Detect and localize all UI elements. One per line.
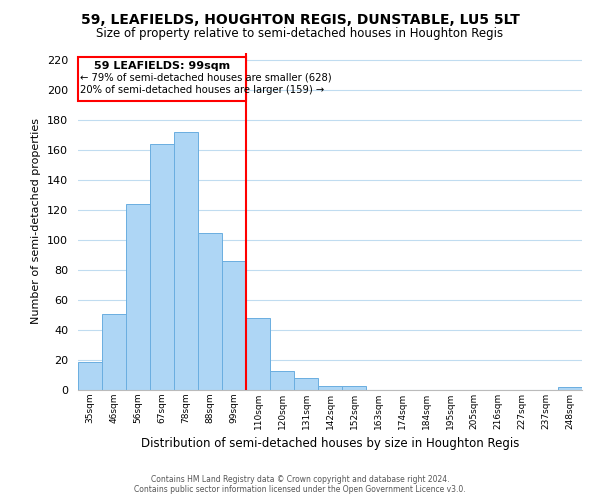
Bar: [150, 144, 174, 390]
Bar: [78, 362, 102, 390]
Bar: [126, 204, 150, 390]
Text: Contains HM Land Registry data © Crown copyright and database right 2024.
Contai: Contains HM Land Registry data © Crown c…: [134, 474, 466, 494]
Bar: [342, 386, 366, 390]
Bar: [246, 318, 270, 390]
Bar: [198, 232, 222, 390]
Bar: [174, 132, 198, 390]
X-axis label: Distribution of semi-detached houses by size in Houghton Regis: Distribution of semi-detached houses by …: [141, 438, 519, 450]
Bar: [270, 370, 294, 390]
Text: Size of property relative to semi-detached houses in Houghton Regis: Size of property relative to semi-detach…: [97, 28, 503, 40]
Bar: [318, 386, 342, 390]
Text: 59, LEAFIELDS, HOUGHTON REGIS, DUNSTABLE, LU5 5LT: 59, LEAFIELDS, HOUGHTON REGIS, DUNSTABLE…: [80, 12, 520, 26]
Text: 59 LEAFIELDS: 99sqm: 59 LEAFIELDS: 99sqm: [94, 61, 230, 71]
Bar: [102, 314, 126, 390]
FancyBboxPatch shape: [78, 57, 246, 100]
Bar: [222, 261, 246, 390]
Text: 20% of semi-detached houses are larger (159) →: 20% of semi-detached houses are larger (…: [80, 85, 325, 95]
Bar: [558, 387, 582, 390]
Text: ← 79% of semi-detached houses are smaller (628): ← 79% of semi-detached houses are smalle…: [80, 73, 332, 83]
Y-axis label: Number of semi-detached properties: Number of semi-detached properties: [31, 118, 41, 324]
Bar: [294, 378, 318, 390]
